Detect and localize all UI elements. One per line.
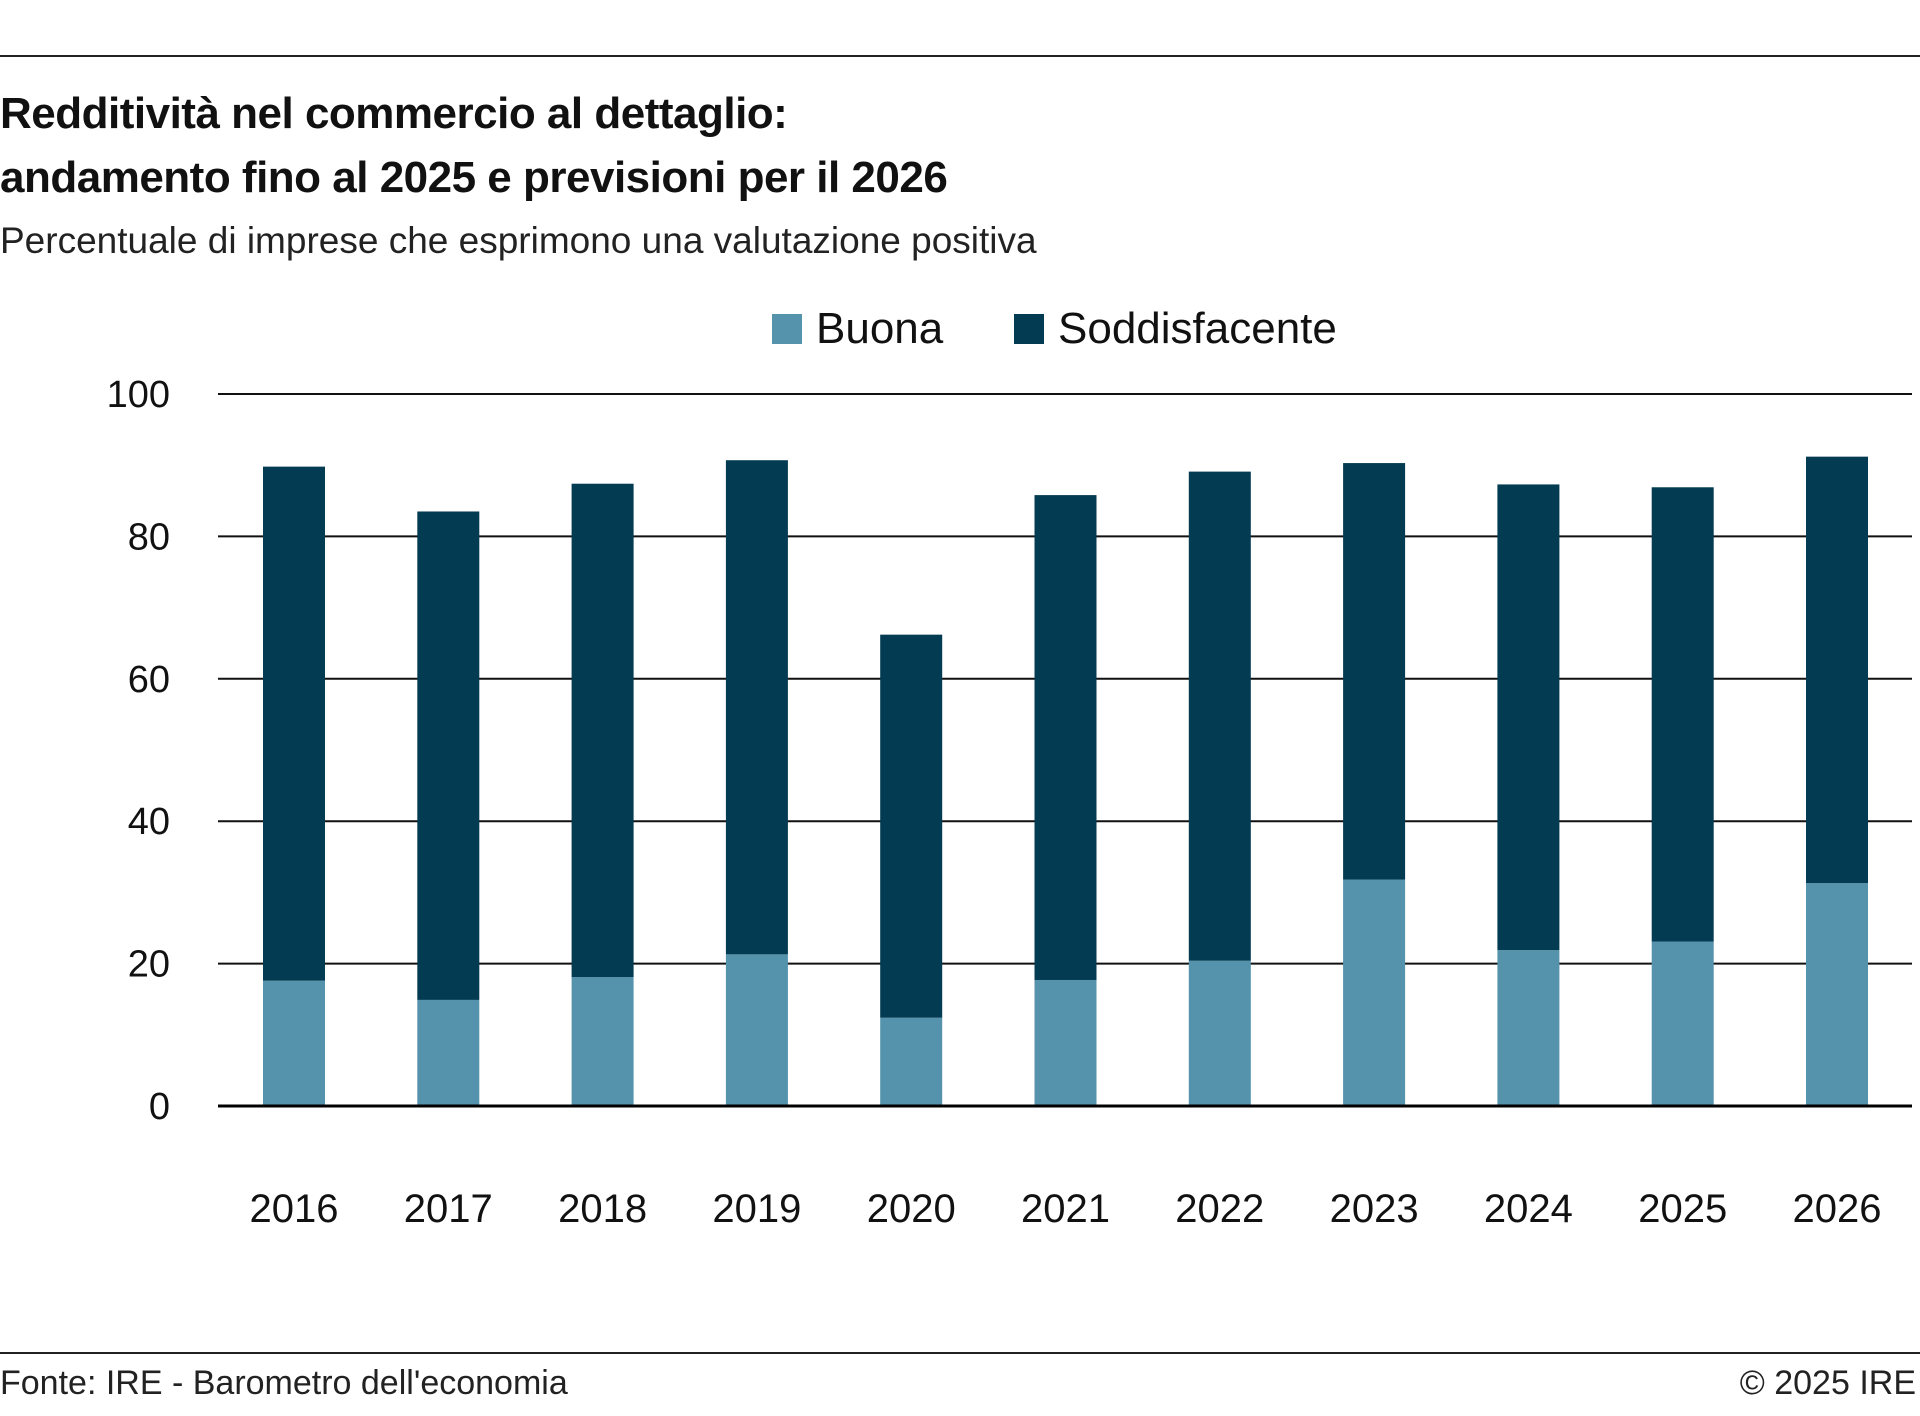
y-tick-label: 0 bbox=[149, 1086, 170, 1128]
bar-soddisfacente-2020 bbox=[880, 634, 943, 1018]
bar-buona-2017 bbox=[417, 999, 480, 1106]
legend-label-buona: Buona bbox=[816, 304, 944, 353]
bar-buona-2024 bbox=[1497, 950, 1560, 1106]
copyright-note: © 2025 IRE bbox=[1739, 1364, 1916, 1402]
x-tick-label: 2025 bbox=[1638, 1187, 1727, 1231]
bar-soddisfacente-2023 bbox=[1343, 463, 1406, 880]
legend-label-soddisfacente: Soddisfacente bbox=[1058, 304, 1337, 353]
x-tick-label: 2023 bbox=[1330, 1187, 1419, 1231]
legend-swatch-buona bbox=[772, 314, 802, 344]
y-tick-label: 100 bbox=[107, 374, 170, 416]
chart-subtitle: Percentuale di imprese che esprimono una… bbox=[0, 220, 1037, 261]
chart-title-line-1: Redditività nel commercio al dettaglio: bbox=[0, 89, 788, 138]
bar-soddisfacente-2025 bbox=[1651, 487, 1714, 942]
x-tick-label: 2021 bbox=[1021, 1187, 1110, 1231]
bar-buona-2018 bbox=[571, 977, 634, 1106]
top-rule bbox=[0, 55, 1920, 57]
bar-soddisfacente-2016 bbox=[263, 466, 325, 981]
chart-title-line-2: andamento fino al 2025 e previsioni per … bbox=[0, 153, 948, 202]
source-note: Fonte: IRE - Barometro dell'economia bbox=[0, 1364, 568, 1402]
bar-soddisfacente-2017 bbox=[417, 511, 480, 1000]
bar-soddisfacente-2018 bbox=[571, 483, 634, 978]
bar-buona-2025 bbox=[1651, 941, 1714, 1106]
chart-title: Redditività nel commercio al dettaglio: … bbox=[0, 82, 1900, 210]
bar-buona-2016 bbox=[263, 980, 325, 1106]
bar-soddisfacente-2019 bbox=[725, 460, 788, 955]
x-tick-label: 2018 bbox=[558, 1187, 647, 1231]
x-tick-label: 2017 bbox=[404, 1187, 493, 1231]
bar-soddisfacente-2021 bbox=[1034, 495, 1097, 980]
bar-buona-2023 bbox=[1343, 879, 1406, 1106]
bar-buona-2019 bbox=[725, 954, 788, 1106]
bars bbox=[263, 456, 1868, 1106]
y-tick-label: 40 bbox=[128, 801, 170, 843]
x-tick-label: 2020 bbox=[867, 1187, 956, 1231]
bar-buona-2020 bbox=[880, 1017, 943, 1106]
y-axis-ticks: 0 20 40 60 80 100 bbox=[107, 374, 170, 1128]
bar-soddisfacente-2024 bbox=[1497, 484, 1560, 951]
x-tick-label: 2024 bbox=[1484, 1187, 1573, 1231]
y-tick-label: 60 bbox=[128, 659, 170, 701]
x-tick-label: 2022 bbox=[1175, 1187, 1264, 1231]
bar-buona-2022 bbox=[1188, 960, 1251, 1106]
x-axis-ticks: 2016 2017 2018 2019 2020 2021 2022 2023 2024 2025… bbox=[250, 1187, 1882, 1231]
x-tick-label: 2026 bbox=[1793, 1187, 1882, 1231]
x-tick-label: 2019 bbox=[712, 1187, 801, 1231]
y-tick-label: 80 bbox=[128, 516, 170, 558]
bar-soddisfacente-2022 bbox=[1188, 471, 1251, 961]
bar-buona-2026 bbox=[1806, 883, 1868, 1106]
bar-buona-2021 bbox=[1034, 979, 1097, 1106]
bottom-rule bbox=[0, 1352, 1920, 1354]
x-tick-label: 2016 bbox=[250, 1187, 339, 1231]
y-tick-label: 20 bbox=[128, 944, 170, 986]
legend: Buona Soddisfacente bbox=[772, 304, 1337, 353]
legend-swatch-soddisfacente bbox=[1014, 314, 1044, 344]
bar-soddisfacente-2026 bbox=[1806, 456, 1868, 884]
stacked-bar-chart: Buona Soddisfacente 0 20 40 60 80 100 2016 2017… bbox=[107, 304, 1912, 1231]
